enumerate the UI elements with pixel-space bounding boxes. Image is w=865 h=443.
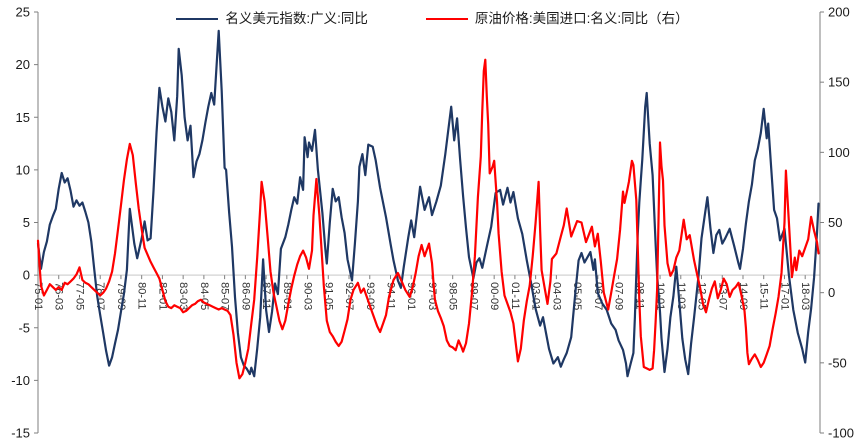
x-axis-label: 90-03 [302,282,314,310]
x-axis-label: 85-07 [219,282,231,310]
x-axis-label: 84-05 [198,282,210,310]
left-axis-label: -15 [11,426,30,441]
x-axis-label: 04-03 [550,282,562,310]
x-axis-label: 13-07 [716,282,728,310]
x-axis-labels: 75-01 76-03 77-05 78-07 79-09 80-11 82-01 83-03… [32,282,811,310]
x-axis-label: 96-01 [405,282,417,310]
x-axis-label: 05-05 [571,282,583,310]
x-axis-label: 77-05 [73,282,85,310]
left-axis-ticks [34,11,38,434]
x-axis-label: 15-11 [758,282,770,309]
x-axis-label: 17-01 [778,282,790,310]
left-axis-label: 15 [16,110,30,125]
right-axis-label: -100 [828,426,854,441]
right-axis-ticks [820,11,824,434]
x-axis-label: 06-07 [592,282,604,310]
x-axis-label: 83-03 [177,282,189,310]
left-axis-label: 10 [16,162,30,177]
left-axis-label: 25 [16,5,30,20]
x-axis-label: 80-11 [136,282,148,309]
x-axis-label: 92-07 [343,282,355,310]
right-axis-label: 50 [828,215,842,230]
x-axis-label: 93-09 [364,282,376,310]
left-axis-label: 5 [23,215,30,230]
right-axis-label: 150 [828,75,850,90]
x-axis-label: 94-11 [384,282,396,309]
x-axis-ticks [37,275,806,280]
x-axis-label: 01-11 [509,282,521,309]
series-lines-group [36,29,820,380]
x-axis-label: 11-03 [675,282,687,309]
usd-index-line [36,29,820,378]
x-axis-label: 98-05 [447,282,459,310]
x-axis-label: 18-03 [799,282,811,310]
oil-price-line [36,58,820,380]
right-axis-label: 100 [828,145,850,160]
left-axis-label: 0 [23,268,30,283]
x-axis-label: 00-09 [488,282,500,310]
left-axis-label: -10 [11,373,30,388]
right-axis-label: 200 [828,5,850,20]
left-axis-label: 20 [16,57,30,72]
right-axis-label: -50 [828,355,847,370]
right-axis-labels: 200 150 100 50 0 -50 -100 [828,5,854,441]
left-axis-label: -5 [18,320,30,335]
x-axis-label: 89-01 [281,282,293,310]
left-axis-labels: 25 20 15 10 5 0 -5 -10 -15 [11,5,30,441]
x-axis-label: 07-09 [613,282,625,310]
x-axis-label: 86-09 [239,282,251,310]
right-axis-label: 0 [828,285,835,300]
